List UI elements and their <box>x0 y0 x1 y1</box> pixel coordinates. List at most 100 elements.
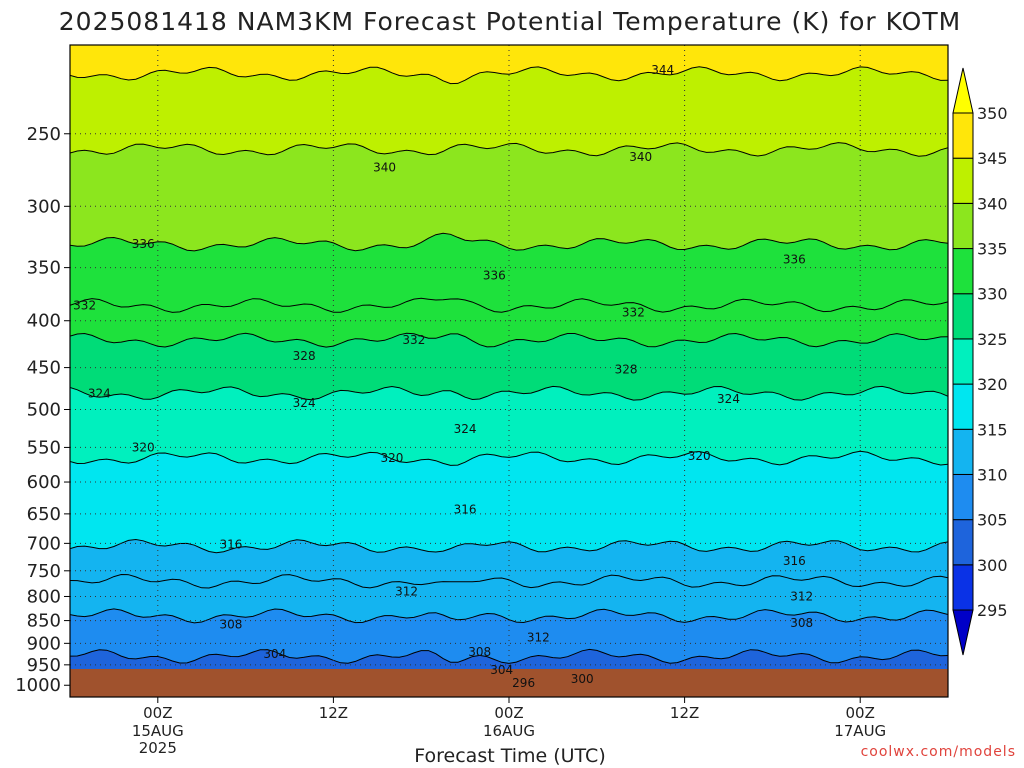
grid-lines <box>70 45 948 697</box>
colorbar-segment <box>952 157 974 204</box>
contour-324 <box>70 385 948 401</box>
colorbar-label: 310 <box>977 465 1008 484</box>
contour-label: 316 <box>783 554 806 568</box>
y-tick-label: 300 <box>27 196 61 217</box>
y-tick-label: 1000 <box>15 675 61 696</box>
colorbar-segment <box>952 67 974 114</box>
y-tick-label: 900 <box>27 633 61 654</box>
colorbar-segment <box>952 519 974 566</box>
contour-308 <box>70 608 948 624</box>
color-band <box>70 45 948 84</box>
contour-340 <box>70 142 948 157</box>
x-tick-sublabel: 2025 <box>139 739 177 757</box>
x-tick-label: 00Z <box>494 704 523 722</box>
y-tick-label: 250 <box>27 124 61 145</box>
colorbar-label: 330 <box>977 285 1008 304</box>
contour-label: 328 <box>615 362 638 376</box>
contour-labels: 344 340 340 336 336 336 332 332 332 328 328 324 324 3… <box>73 63 813 690</box>
colorbar-label: 350 <box>977 104 1008 123</box>
colorbar-segment <box>952 609 974 656</box>
contour-304 <box>70 648 948 664</box>
x-tick-sublabel: 16AUG <box>483 722 535 740</box>
contour-label: 324 <box>293 396 316 410</box>
color-band <box>70 66 948 157</box>
contour-label: 340 <box>373 160 396 174</box>
colorbar-segment <box>952 338 974 385</box>
colorbar-label: 340 <box>977 194 1008 213</box>
y-tick-label: 500 <box>27 400 61 421</box>
contour-label: 316 <box>454 503 477 517</box>
y-tick-label: 550 <box>27 437 61 458</box>
colorbar-segment <box>952 112 974 159</box>
y-tick-label: 850 <box>27 611 61 632</box>
y-tick-label: 350 <box>27 258 61 279</box>
plot-area: 344 340 340 336 336 336 332 332 332 328 328 324 324 3… <box>70 45 948 697</box>
colorbar-segment <box>952 428 974 475</box>
ground-surface <box>70 669 948 697</box>
colorbar-segment <box>952 293 974 340</box>
contour-312 <box>70 573 948 589</box>
color-band <box>70 298 948 348</box>
contour-label: 312 <box>527 631 550 645</box>
contour-label: 304 <box>490 663 513 677</box>
contour-label: 336 <box>783 253 806 267</box>
x-tick-sublabel: 17AUG <box>834 722 886 740</box>
contour-label: 316 <box>220 537 243 551</box>
contour-label: 308 <box>468 645 491 659</box>
colorbar-label: 295 <box>977 601 1008 620</box>
contour-label: 320 <box>688 449 711 463</box>
x-tick-label: 00Z <box>143 704 172 722</box>
contour-label: 300 <box>571 672 594 686</box>
color-band <box>70 142 948 251</box>
contour-label: 308 <box>790 616 813 630</box>
credit-text: coolwx.com/models <box>861 744 1016 760</box>
color-band <box>70 539 948 588</box>
colorbar-label: 305 <box>977 511 1008 530</box>
contour-label: 332 <box>73 299 96 313</box>
x-tick-label: 12Z <box>670 704 699 722</box>
contour-label: 320 <box>132 440 155 454</box>
chart-title: 2025081418 NAM3KM Forecast Potential Tem… <box>59 7 961 36</box>
color-band <box>70 233 948 313</box>
contour-label: 344 <box>651 63 674 77</box>
x-tick-sublabel: 15AUG <box>132 722 184 740</box>
contour-label: 312 <box>395 584 418 598</box>
y-tick-label: 450 <box>27 358 61 379</box>
y-tick-label: 400 <box>27 311 61 332</box>
x-axis-label: Forecast Time (UTC) <box>414 745 605 767</box>
contour-label: 324 <box>88 386 111 400</box>
color-band <box>70 574 948 623</box>
colorbar-label: 300 <box>977 556 1008 575</box>
colorbar-segment <box>952 564 974 611</box>
colorbar-label: 325 <box>977 330 1008 349</box>
colorbar-label: 345 <box>977 149 1008 168</box>
contour-label: 308 <box>220 617 243 631</box>
contour-320 <box>70 450 948 466</box>
contour-label: 312 <box>790 589 813 603</box>
contour-label: 336 <box>483 268 506 282</box>
contour-label: 324 <box>454 422 477 436</box>
contour-label: 332 <box>622 306 645 320</box>
colorbar-segment <box>952 473 974 521</box>
y-tick-label: 950 <box>27 655 61 676</box>
colorbar-label: 315 <box>977 420 1008 439</box>
contour-336 <box>70 232 948 252</box>
contour-label: 320 <box>380 451 403 465</box>
contour-label: 324 <box>717 392 740 406</box>
contour-label: 336 <box>132 237 155 251</box>
contour-label: 296 <box>512 676 535 690</box>
colorbar-label: 320 <box>977 375 1008 394</box>
y-tick-label: 700 <box>27 533 61 554</box>
colorbar-segment <box>952 248 974 295</box>
contour-328 <box>70 332 948 348</box>
y-tick-label: 800 <box>27 586 61 607</box>
color-band <box>70 333 948 401</box>
contour-316 <box>70 538 948 554</box>
y-tick-label: 750 <box>27 561 61 582</box>
y-tick-label: 600 <box>27 472 61 493</box>
contour-label: 304 <box>263 647 286 661</box>
color-band <box>70 608 948 664</box>
contour-label: 332 <box>402 333 425 347</box>
